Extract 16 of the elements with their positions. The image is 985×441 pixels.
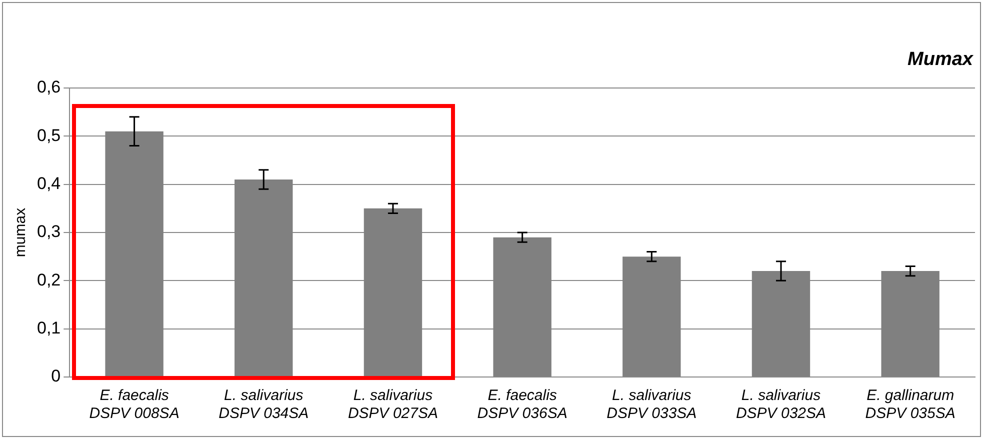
y-tick-label: 0,4	[36, 174, 61, 194]
y-tick-label: 0,2	[36, 270, 61, 290]
x-tick-label: L. salivarius DSPV 034SA	[218, 387, 309, 422]
y-tick-label: 0,6	[36, 78, 61, 97]
y-tick-label: 0	[51, 366, 61, 386]
x-tick-label: E. gallinarum DSPV 035SA	[865, 387, 956, 422]
y-tick-label: 0,1	[36, 318, 61, 338]
x-tick-label: E. faecalis DSPV 036SA	[477, 387, 568, 422]
x-tick-label: L. salivarius DSPV 032SA	[736, 387, 826, 422]
y-tick-label: 0,3	[36, 222, 61, 242]
y-axis-title: mumax	[12, 207, 30, 258]
x-tick-label: L. salivarius DSPV 033SA	[606, 387, 697, 422]
y-tick-label: 0,5	[36, 126, 61, 145]
x-tick-label: L. salivarius DSPV 027SA	[348, 387, 438, 422]
chart-title: Mumax	[908, 49, 974, 70]
x-tick-label: E. faecalis DSPV 008SA	[89, 387, 180, 422]
